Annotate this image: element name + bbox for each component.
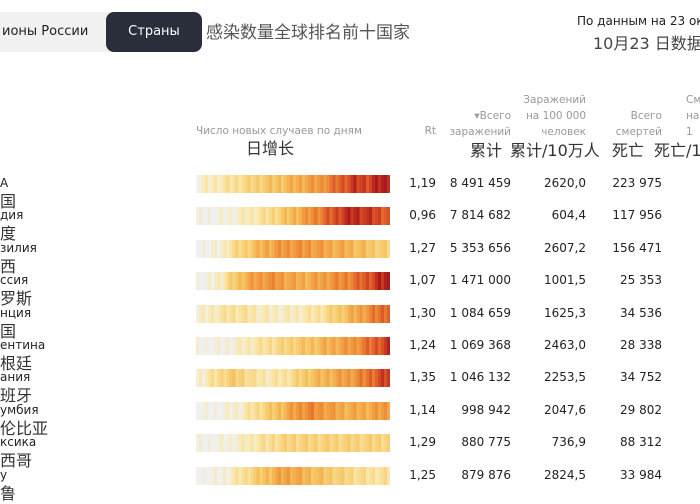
country-name-cn: 度 [0,224,17,244]
header-total-line1: ▾Всего [474,110,511,122]
header-per100-cn: 累计/10万人 [510,141,600,160]
total-cases-value: 1 471 000 [449,273,511,288]
header-deaths-line1: Всего [630,110,662,122]
country-name: ентина [0,338,46,352]
total-cases-value: 7 814 682 [449,208,511,223]
header-per100-line1: Заражений [523,94,586,106]
total-cases-value: 5 353 656 [449,240,511,255]
country-name: у [0,467,8,482]
country-name: ания [0,370,31,385]
total-cases-value: 879 876 [461,467,511,482]
daily-cases-heatstrip [196,175,390,193]
rt-value: 1,35 [409,370,436,385]
country-name-cn: 国 [0,192,17,211]
header-deaths[interactable]: Всего смертей [600,108,662,140]
country-name-cn: 鲁 [0,483,17,503]
deaths-value: 156 471 [612,240,662,255]
header-total-cn: 累计 [470,141,503,160]
header-deaths-per-line2: на 1 [686,110,700,138]
daily-cases-heatstrip [196,369,390,388]
per-100k-value: 2463,0 [544,338,586,352]
header-per100-line2: на 100 000 [525,110,586,122]
header-deaths-per-cn: 死亡/1 [654,141,700,160]
deaths-value: 223 975 [612,176,662,190]
daily-cases-heatstrip [196,272,390,291]
header-daily-cases: Число новых случаев по дням [196,125,362,137]
tab-countries[interactable]: Страны [106,12,202,52]
rt-value: 1,25 [409,467,436,482]
header-deaths-per-100k[interactable]: См на 1 [686,92,700,140]
per-100k-value: 2253,5 [544,370,586,385]
deaths-value: 25 353 [620,273,662,288]
per-100k-value: 1001,5 [544,273,586,288]
daily-cases-heatstrip [196,304,390,323]
country-name-cn: 西 [0,256,17,276]
daily-cases-heatstrip [196,401,390,420]
header-deaths-per-line1: См [686,94,700,106]
rt-value: 1,29 [409,435,436,450]
country-name-cn: 国 [0,321,17,341]
data-date-label-cn: 10月23 日数据 [593,34,700,53]
rt-value: 1,19 [409,176,436,190]
data-date-label: По данным на 23 ок [577,14,700,28]
deaths-value: 28 338 [620,338,662,352]
per-100k-value: 1625,3 [544,305,586,320]
per-100k-value: 2607,2 [544,240,586,255]
per-100k-value: 2047,6 [544,402,586,417]
rt-value: 0,96 [409,208,436,223]
deaths-value: 29 802 [620,402,662,417]
country-name-cn: 班牙 [0,386,33,406]
country-name-cn: 根廷 [0,354,33,373]
total-cases-value: 8 491 459 [449,176,511,190]
deaths-value: 34 752 [620,370,662,385]
country-name: нция [0,305,32,320]
header-deaths-cn: 死亡 [612,141,645,160]
rt-value: 1,30 [409,305,436,320]
header-rt[interactable]: Rt [424,125,436,137]
country-name: дия [0,208,24,223]
view-tabs: ионы России Страны [0,12,202,52]
page-title: 感染数量全球排名前十国家 [206,23,410,43]
daily-cases-heatstrip [196,434,390,453]
rt-value: 1,27 [409,240,436,255]
tab-russian-regions[interactable]: ионы России [2,24,89,39]
daily-cases-heatstrip [196,207,390,226]
per-100k-value: 2620,0 [544,176,586,190]
header-daily-cases-cn: 日增长 [246,139,295,158]
per-100k-value: 736,9 [551,435,586,450]
country-name-cn: 西哥 [0,451,33,471]
deaths-value: 34 536 [620,305,662,320]
country-name: A [0,176,9,190]
total-cases-value: 880 775 [461,435,511,450]
header-total-line2: заражений [449,126,511,138]
daily-cases-heatstrip [196,239,390,258]
daily-cases-heatstrip [196,466,390,485]
per-100k-value: 2824,5 [544,467,586,482]
header-per-100k[interactable]: Заражений на 100 000 человек [510,92,586,140]
deaths-value: 117 956 [612,208,662,223]
country-name: ссия [0,273,29,288]
header-total-cases[interactable]: ▾Всего заражений [444,108,511,140]
header-deaths-line2: смертей [615,126,662,138]
country-name: ксика [0,435,37,450]
country-name-cn: 伦比亚 [0,418,49,438]
total-cases-value: 998 942 [461,402,511,417]
per-100k-value: 604,4 [551,208,586,223]
deaths-value: 88 312 [620,435,662,450]
header-per100-line3: человек [541,126,586,138]
total-cases-value: 1 084 659 [449,305,511,320]
country-name: зилия [0,240,37,255]
total-cases-value: 1 046 132 [449,370,511,385]
rt-value: 1,14 [409,402,436,417]
deaths-value: 33 984 [620,467,662,482]
daily-cases-heatstrip [196,337,390,355]
total-cases-value: 1 069 368 [449,338,511,352]
rt-value: 1,24 [409,338,436,352]
rt-value: 1,07 [409,273,436,288]
country-name-cn: 罗斯 [0,289,33,309]
country-name: умбия [0,402,39,417]
